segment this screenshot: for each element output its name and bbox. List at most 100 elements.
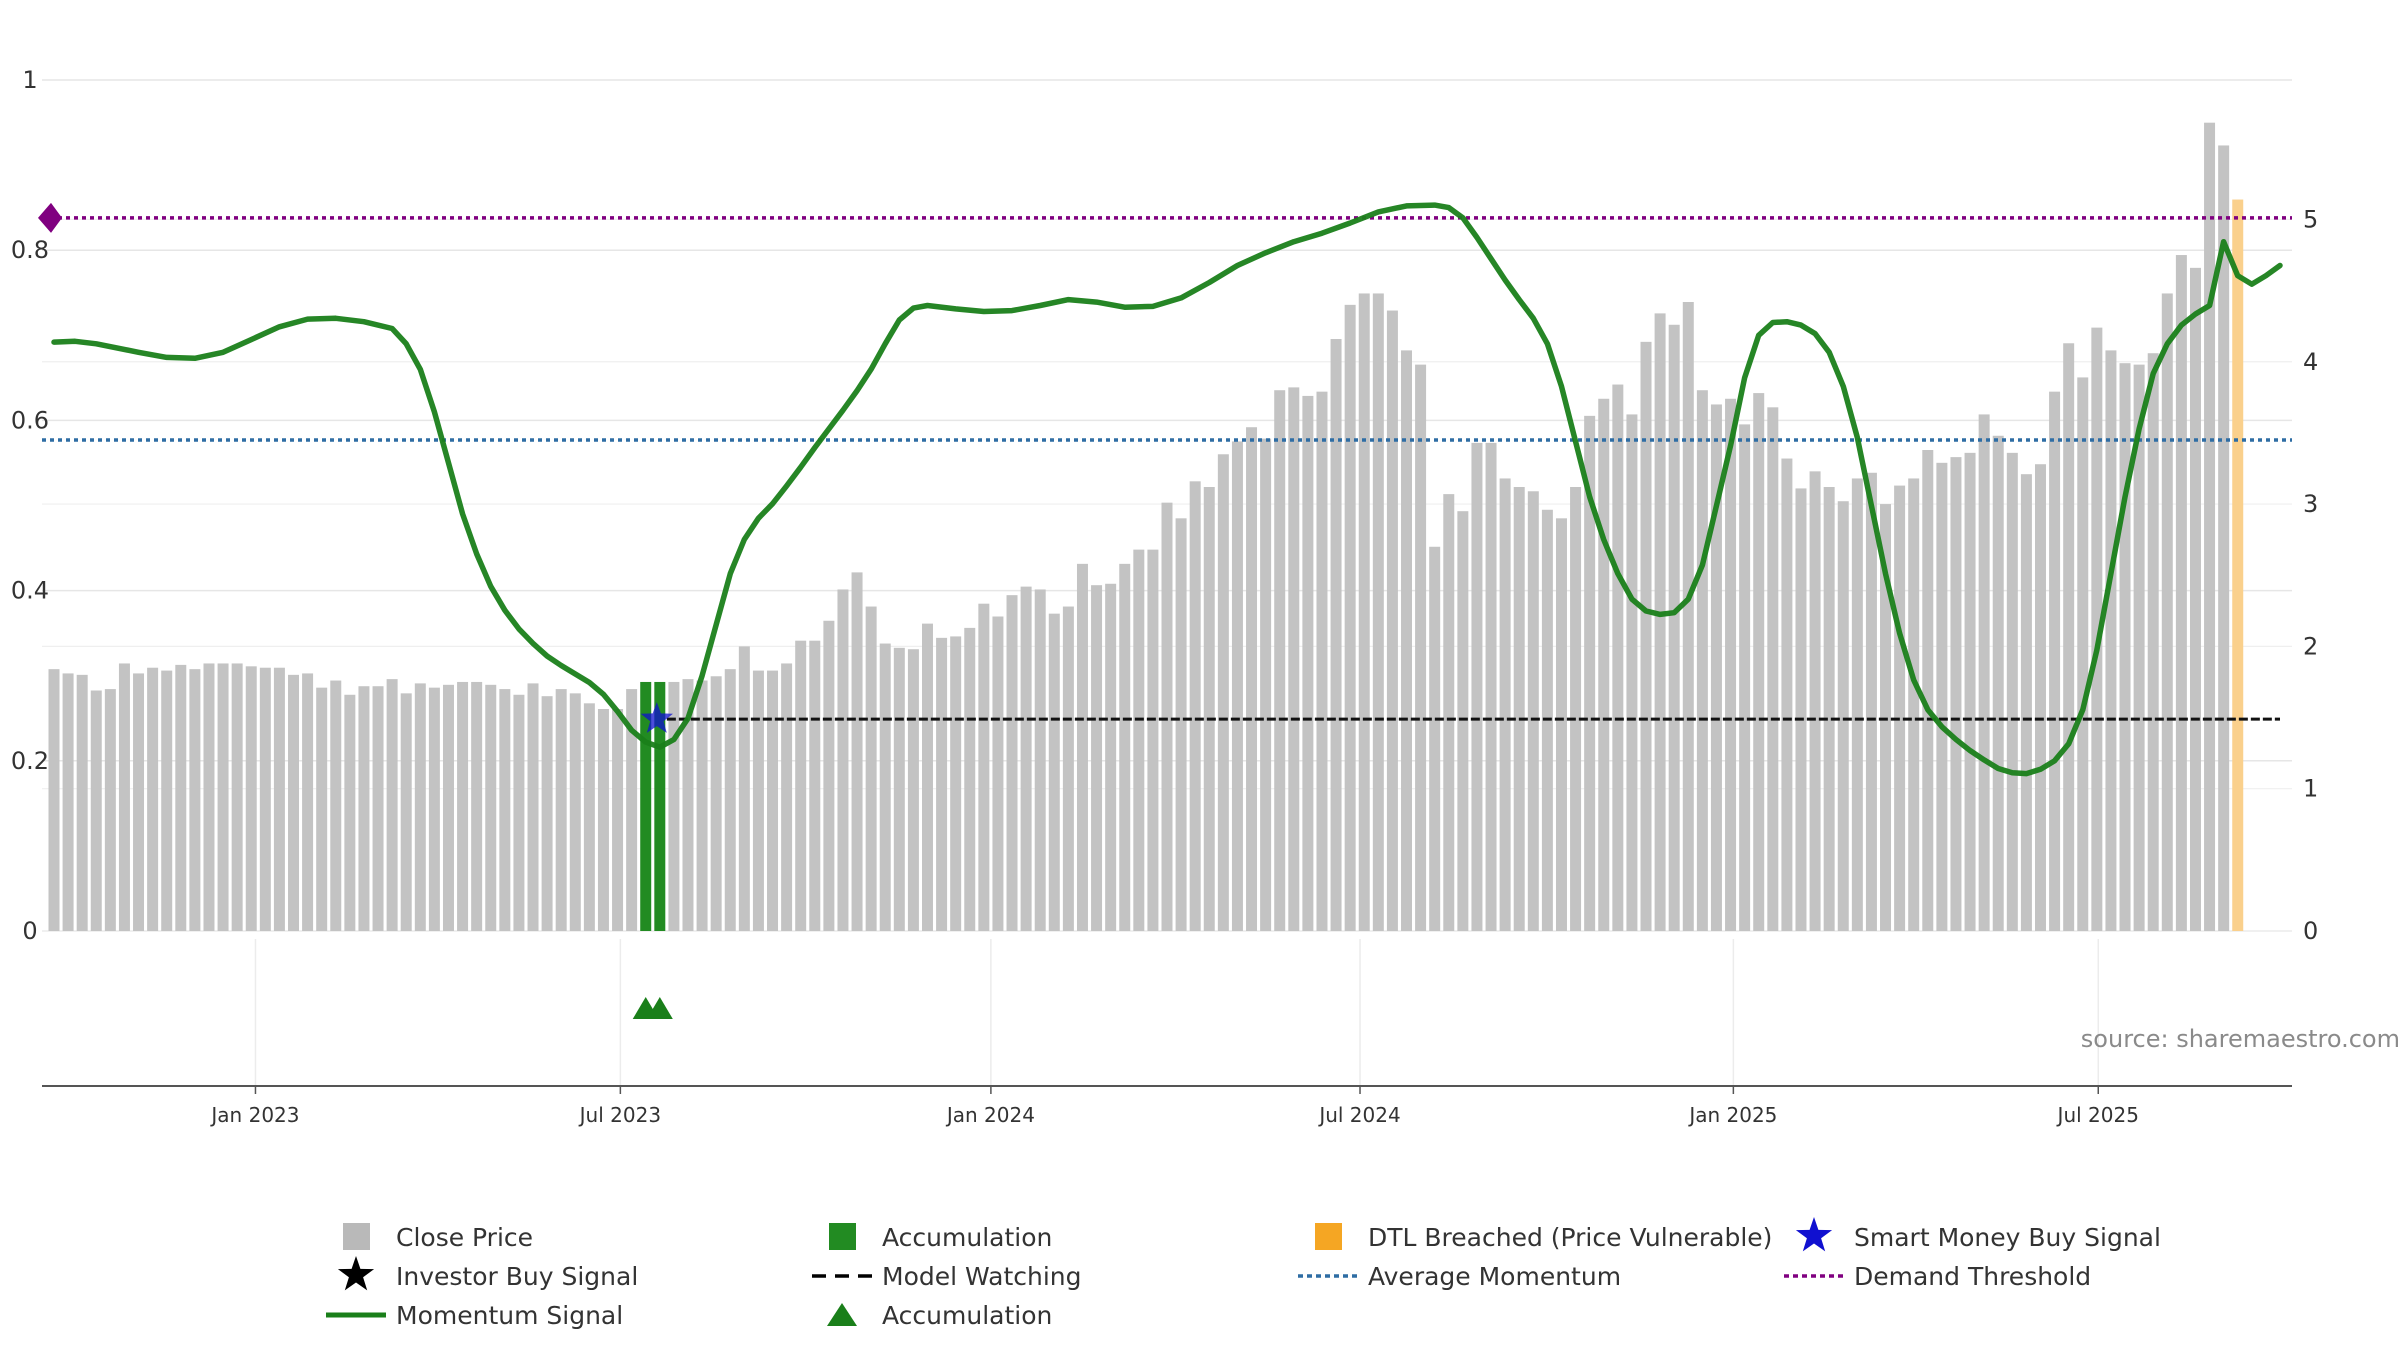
close-price-bar <box>1076 563 1088 931</box>
close-price-bar <box>2147 353 2159 931</box>
close-price-bar <box>795 640 807 931</box>
demand-threshold-marker <box>38 202 62 233</box>
close-price-bar <box>541 696 553 931</box>
dtl-breached-bar <box>2232 199 2244 932</box>
close-price-bar <box>738 646 750 931</box>
legend-label: Demand Threshold <box>1854 1262 2091 1291</box>
legend-item: Accumulation <box>829 1223 1052 1252</box>
close-price-bar <box>1147 549 1159 931</box>
close-price-bar <box>1119 563 1131 931</box>
legend-label: Accumulation <box>882 1223 1052 1252</box>
close-price-bar <box>330 680 342 931</box>
right-axis-tick-label: 0 <box>2303 917 2318 945</box>
close-price-bar <box>1823 487 1835 931</box>
close-price-bar <box>2175 255 2187 932</box>
gray-square-icon <box>343 1223 370 1250</box>
close-price-bar <box>428 687 440 931</box>
orange-square-icon <box>1315 1223 1342 1250</box>
close-price-bar <box>1091 585 1103 931</box>
close-price-bar <box>2119 363 2131 931</box>
blue-star-icon <box>1795 1217 1833 1252</box>
close-price-bar <box>1908 478 1920 931</box>
green-square-icon <box>829 1223 856 1250</box>
close-price-bar <box>245 666 257 931</box>
right-axis-tick-label: 3 <box>2303 490 2318 518</box>
close-price-bar <box>752 670 764 931</box>
close-price-bar <box>1386 310 1398 931</box>
close-price-bar <box>1837 501 1849 931</box>
close-price-bar <box>2049 391 2061 932</box>
close-price-bar <box>978 603 990 931</box>
close-price-bar <box>1710 404 1722 931</box>
close-price-bar <box>851 572 863 931</box>
legend-item: Demand Threshold <box>1784 1262 2091 1291</box>
close-price-bar <box>302 673 314 931</box>
close-price-bar <box>1725 398 1737 931</box>
legend-item: Model Watching <box>812 1262 1082 1291</box>
left-axis-tick-label: 0.6 <box>11 406 49 434</box>
close-price-bar <box>175 664 187 931</box>
close-price-bar <box>288 674 300 931</box>
momentum-signal-line <box>51 202 2283 777</box>
close-price-bar <box>1570 487 1582 931</box>
close-price-bar <box>1809 471 1821 931</box>
close-price-bar <box>62 673 74 931</box>
close-price-bar <box>118 663 130 931</box>
smart-money-buy-signal <box>640 702 673 733</box>
green-triangle-icon <box>827 1303 857 1326</box>
close-price-bar <box>1372 293 1384 931</box>
legend-item: Close Price <box>343 1223 533 1252</box>
close-price-bar <box>837 589 849 931</box>
signal-lines <box>42 202 2292 777</box>
close-price-bar <box>400 693 412 931</box>
close-price-bar <box>1640 341 1652 931</box>
close-price-bar <box>1189 481 1201 931</box>
legend-label: Model Watching <box>882 1262 1082 1291</box>
close-price-bar <box>2133 364 2145 932</box>
close-price-bars <box>48 122 2244 932</box>
close-price-bar <box>1246 427 1258 931</box>
close-price-bar <box>457 681 469 931</box>
close-price-bar <box>710 676 722 931</box>
close-price-bar <box>2218 145 2230 931</box>
close-price-bar <box>1020 586 1032 931</box>
close-price-bar <box>1288 387 1300 931</box>
close-price-bar <box>499 689 511 931</box>
close-price-bar <box>1161 502 1173 931</box>
close-price-bar <box>682 679 694 931</box>
close-price-bar <box>1415 364 1427 932</box>
close-price-bar <box>48 669 60 931</box>
close-price-bar <box>1513 487 1525 931</box>
close-price-bar <box>1105 583 1117 931</box>
close-price-bar <box>1753 393 1765 932</box>
close-price-bar <box>259 667 271 931</box>
close-price-bar <box>217 663 229 931</box>
close-price-bar <box>147 667 159 931</box>
close-price-bar <box>1217 454 1229 931</box>
close-price-bar <box>1344 304 1356 931</box>
close-price-bar <box>133 673 145 931</box>
close-price-bar <box>1950 457 1962 931</box>
close-price-bar <box>1429 546 1441 931</box>
legend-item: DTL Breached (Price Vulnerable) <box>1315 1223 1772 1252</box>
left-axis-tick-label: 0.8 <box>11 236 49 264</box>
close-price-bar <box>386 679 398 931</box>
close-price-bar <box>1880 504 1892 931</box>
close-price-bar <box>1457 511 1469 931</box>
close-price-bar <box>1739 424 1751 931</box>
close-price-bar <box>485 684 497 931</box>
close-price-bar <box>1851 478 1863 931</box>
close-price-bar <box>1626 414 1638 931</box>
close-price-bar <box>1936 462 1948 931</box>
right-axis-tick-label: 1 <box>2303 775 2318 803</box>
legend-item: Accumulation <box>827 1301 1052 1330</box>
close-price-bar <box>921 623 933 931</box>
close-price-bar <box>273 667 285 931</box>
left-axis-tick-label: 0.2 <box>11 747 49 775</box>
close-price-bar <box>2161 293 2173 931</box>
close-price-bar <box>569 693 581 931</box>
close-price-bar <box>936 637 948 931</box>
close-price-bar <box>1865 472 1877 931</box>
close-price-bar <box>1555 518 1567 931</box>
close-price-bar <box>90 690 102 931</box>
